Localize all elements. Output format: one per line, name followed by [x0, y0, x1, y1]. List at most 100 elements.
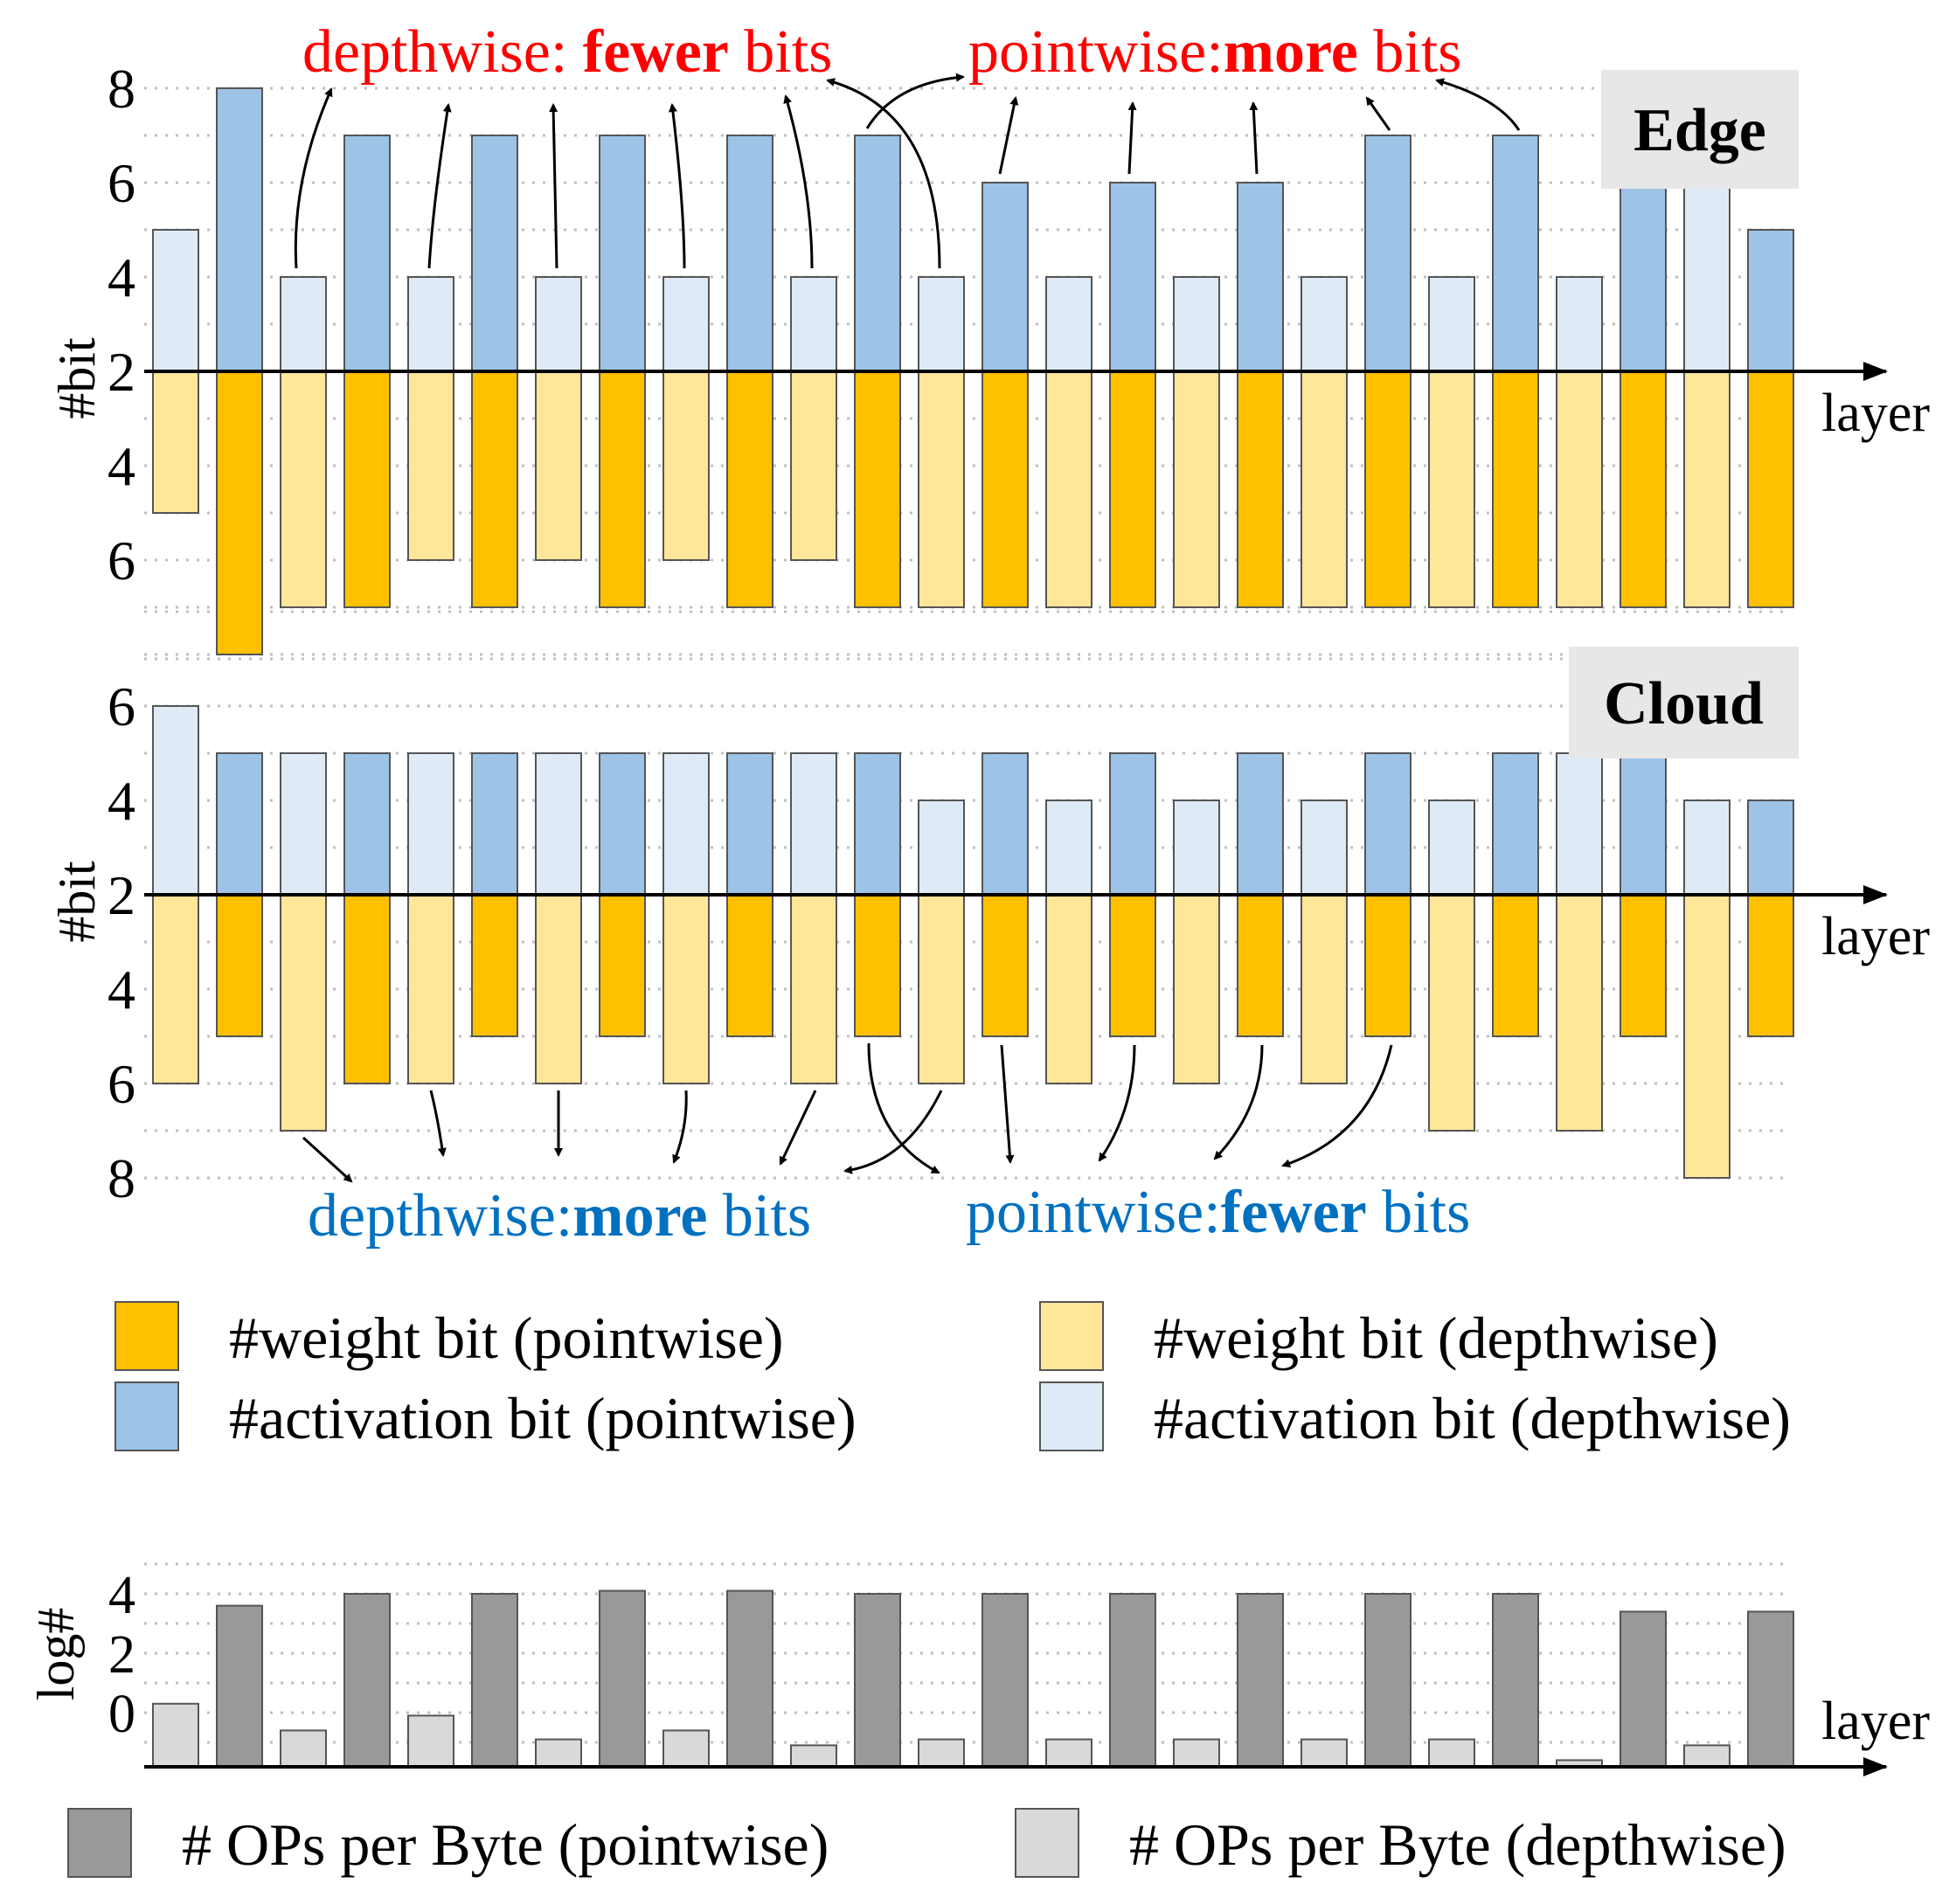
edge-y-tick-label: 2	[108, 341, 135, 403]
edge-activation-bar-dw	[1173, 276, 1220, 372]
edge-weight-bar-dw	[918, 370, 965, 608]
edge-arrow-pointwise	[1249, 101, 1259, 175]
edge-activation-bar-dw	[662, 276, 710, 372]
ops-bar-dw	[918, 1738, 965, 1768]
cloud-arrow-pointwise	[1281, 1044, 1393, 1168]
cloud-pointwise-annotation-part: fewer	[1221, 1179, 1367, 1246]
edge-activation-bar-dw	[280, 276, 327, 372]
edge-arrow-depthwise	[294, 87, 333, 269]
ops-y-tick-label: 0	[108, 1685, 135, 1744]
edge-activation-bar-dw	[152, 229, 199, 372]
edge-weight-bar-dw	[790, 370, 837, 561]
ops-bar-dw	[1428, 1738, 1475, 1768]
edge-weight-bar-dw	[152, 370, 199, 514]
edge-pointwise-annotation-part: bits	[1358, 18, 1462, 86]
edge-depthwise-annotation: depthwise: fewer bits	[302, 18, 833, 86]
cloud-y-tick-label: 4	[108, 770, 135, 832]
cloud-y-axis-title: #bit	[48, 861, 106, 943]
edge-weight-bar-pw	[1109, 370, 1156, 608]
edge-arrow-depthwise	[826, 78, 941, 269]
edge-activation-bar-pw	[343, 135, 391, 372]
cloud-activation-bar-dw	[662, 752, 710, 896]
cloud-activation-bar-pw	[343, 752, 391, 896]
ops-bar-dw	[790, 1744, 837, 1769]
edge-activation-bar-pw	[1620, 182, 1667, 372]
cloud-weight-bar-pw	[471, 894, 518, 1037]
edge-weight-bar-dw	[1556, 370, 1603, 608]
edge-arrow-depthwise	[427, 103, 452, 269]
cloud-weight-bar-dw	[1556, 894, 1603, 1132]
cloud-activation-bar-dw	[1300, 800, 1348, 896]
cloud-depthwise-annotation-part: depthwise:	[308, 1182, 572, 1250]
edge-depthwise-annotation-part: bits	[729, 18, 833, 86]
cloud-activation-bar-dw	[1428, 800, 1475, 896]
cloud-weight-bar-dw	[1045, 894, 1092, 1084]
edge-weight-bar-dw	[1045, 370, 1092, 608]
cloud-arrow-depthwise	[429, 1090, 447, 1157]
cloud-weight-bar-dw	[1428, 894, 1475, 1132]
edge-arrow-pointwise	[1435, 78, 1521, 131]
cloud-y-tick-label: 4	[108, 959, 135, 1021]
cloud-weight-bar-pw	[1109, 894, 1156, 1037]
legend-pw-act-swatch	[114, 1381, 179, 1451]
edge-weight-bar-pw	[599, 370, 646, 608]
legend-pw-weight-swatch	[114, 1301, 179, 1371]
edge-weight-bar-pw	[854, 370, 901, 608]
cloud-depthwise-annotation-part: bits	[707, 1182, 811, 1250]
cloud-arrow-depthwise	[672, 1090, 688, 1164]
ops-bar-pw	[1109, 1593, 1156, 1768]
ops-bar-pw	[1237, 1593, 1284, 1768]
cloud-activation-bar-pw	[1237, 752, 1284, 896]
ops-bar-dw	[1045, 1738, 1092, 1768]
edge-arrow-depthwise	[549, 103, 558, 269]
edge-activation-bar-pw	[854, 135, 901, 372]
edge-arrow-depthwise	[668, 103, 686, 269]
edge-weight-bar-dw	[1428, 370, 1475, 608]
cloud-weight-bar-dw	[1173, 894, 1220, 1084]
edge-pointwise-annotation: pointwise:more bits	[968, 18, 1461, 86]
ops-bar-dw	[152, 1702, 199, 1769]
cloud-x-axis-label: layer	[1821, 907, 1930, 966]
cloud-activation-bar-dw	[1683, 800, 1731, 896]
cloud-activation-bar-dw	[918, 800, 965, 896]
edge-activation-bar-dw	[790, 276, 837, 372]
ops-bar-dw	[407, 1714, 454, 1769]
ops-bar-dw	[280, 1729, 327, 1769]
cloud-weight-bar-dw	[662, 894, 710, 1084]
ops-bar-pw	[1492, 1593, 1539, 1768]
cloud-pointwise-annotation-part: pointwise:	[966, 1179, 1221, 1246]
edge-weight-bar-dw	[535, 370, 582, 561]
cloud-activation-bar-pw	[216, 752, 263, 896]
edge-activation-bar-pw	[1364, 135, 1411, 372]
edge-arrow-pointwise	[1365, 96, 1391, 131]
legend-ops-dw-label: # OPs per Byte (depthwise)	[1129, 1811, 1786, 1878]
legend-ops-dw-swatch	[1015, 1808, 1079, 1878]
edge-y-tick-label: 6	[108, 530, 135, 592]
edge-arrow-pointwise	[1127, 101, 1137, 175]
cloud-weight-bar-dw	[1300, 894, 1348, 1084]
cloud-pointwise-annotation: pointwise:fewer bits	[966, 1179, 1470, 1246]
ops-bar-pw	[216, 1604, 263, 1768]
cloud-activation-bar-dw	[1173, 800, 1220, 896]
edge-activation-bar-dw	[1683, 182, 1731, 372]
edge-activation-bar-dw	[535, 276, 582, 372]
edge-weight-bar-dw	[1173, 370, 1220, 608]
cloud-activation-bar-pw	[1364, 752, 1411, 896]
ops-bar-pw	[981, 1593, 1029, 1768]
cloud-weight-bar-pw	[599, 894, 646, 1037]
legend-ops-pw-swatch	[67, 1808, 132, 1878]
cloud-y-tick-label: 2	[108, 864, 135, 926]
edge-weight-bar-pw	[1237, 370, 1284, 608]
edge-pointwise-annotation-part: more	[1224, 18, 1358, 86]
edge-activation-bar-pw	[1492, 135, 1539, 372]
cloud-activation-bar-pw	[726, 752, 773, 896]
edge-activation-bar-pw	[599, 135, 646, 372]
edge-weight-bar-pw	[1364, 370, 1411, 608]
cloud-tag-box	[1569, 647, 1799, 758]
edge-activation-bar-dw	[407, 276, 454, 372]
edge-y-tick-label: 6	[108, 152, 135, 214]
cloud-weight-bar-dw	[152, 894, 199, 1084]
edge-y-tick-label: 4	[108, 435, 135, 497]
cloud-weight-bar-dw	[1683, 894, 1731, 1179]
cloud-weight-bar-pw	[854, 894, 901, 1037]
